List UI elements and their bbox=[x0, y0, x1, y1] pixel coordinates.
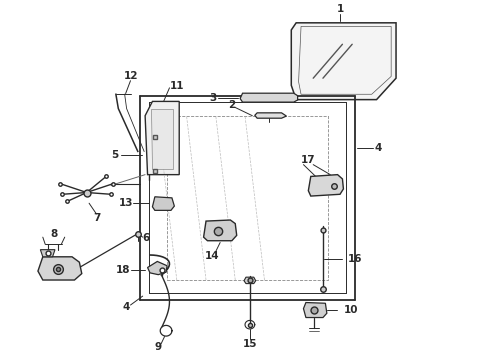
Text: 4: 4 bbox=[123, 302, 130, 312]
Polygon shape bbox=[291, 23, 396, 100]
Polygon shape bbox=[145, 102, 179, 175]
Polygon shape bbox=[303, 302, 327, 318]
Text: 10: 10 bbox=[343, 305, 358, 315]
Polygon shape bbox=[255, 113, 287, 118]
Polygon shape bbox=[152, 197, 174, 210]
Text: 15: 15 bbox=[243, 339, 257, 348]
Text: 7: 7 bbox=[94, 213, 101, 223]
Text: 18: 18 bbox=[116, 265, 130, 275]
Polygon shape bbox=[244, 277, 256, 284]
Polygon shape bbox=[203, 220, 237, 241]
Text: 17: 17 bbox=[301, 156, 316, 165]
Polygon shape bbox=[308, 175, 343, 196]
Text: 11: 11 bbox=[170, 81, 184, 91]
Polygon shape bbox=[40, 249, 55, 257]
Text: 8: 8 bbox=[50, 229, 57, 239]
Text: 16: 16 bbox=[348, 253, 363, 264]
Text: 4: 4 bbox=[374, 143, 382, 153]
Text: 6: 6 bbox=[143, 233, 150, 243]
Text: 14: 14 bbox=[205, 251, 220, 261]
Polygon shape bbox=[147, 261, 167, 275]
Polygon shape bbox=[38, 257, 82, 280]
Text: 5: 5 bbox=[111, 150, 119, 160]
Text: 13: 13 bbox=[119, 198, 133, 208]
Text: 12: 12 bbox=[124, 71, 139, 81]
Text: 9: 9 bbox=[155, 342, 162, 352]
Polygon shape bbox=[151, 109, 173, 169]
Text: 1: 1 bbox=[336, 4, 343, 14]
Polygon shape bbox=[240, 93, 297, 102]
Text: 3: 3 bbox=[210, 93, 217, 103]
Text: 2: 2 bbox=[228, 100, 235, 110]
